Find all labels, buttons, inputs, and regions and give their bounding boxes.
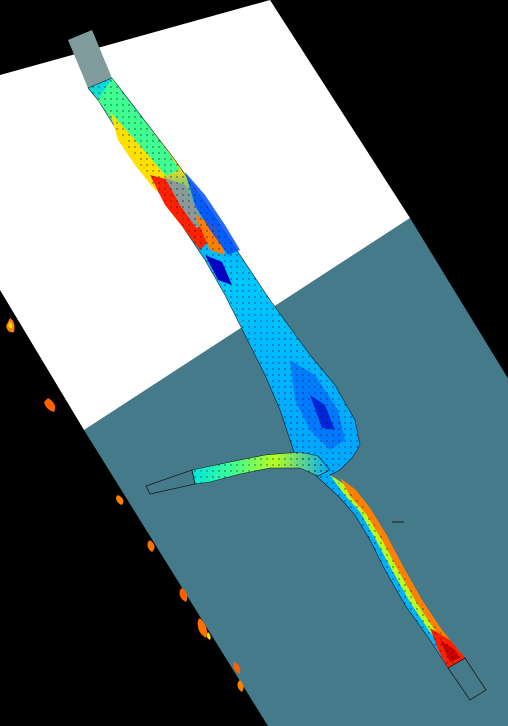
low-velocity-pocket-1 (185, 172, 240, 255)
wall-contact-spots (6, 318, 244, 692)
branch-velocity-vectors (192, 452, 330, 484)
main-outlet (447, 657, 487, 701)
inlet-cap (68, 30, 112, 88)
velocity-vectors (88, 78, 465, 668)
lower-wall-band-red (340, 478, 460, 656)
